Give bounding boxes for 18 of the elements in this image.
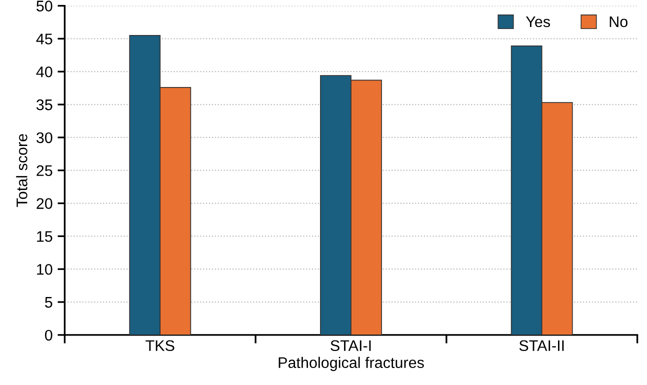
y-tick-label: 20 bbox=[36, 198, 52, 209]
y-tick-label: 45 bbox=[36, 34, 52, 44]
x-axis-title: Pathological fractures bbox=[278, 356, 424, 372]
y-tick-label: 35 bbox=[36, 99, 52, 110]
y-tick-label: 0 bbox=[44, 330, 52, 341]
y-tick-label: 40 bbox=[36, 66, 52, 78]
y-tick-label: 50 bbox=[36, 0, 52, 12]
legend-label: Yes bbox=[526, 16, 550, 28]
y-tick-label: 15 bbox=[37, 231, 52, 242]
y-tick-label: 10 bbox=[37, 264, 52, 275]
y-tick-label: 30 bbox=[36, 132, 52, 144]
x-tick-label: TKS bbox=[146, 340, 174, 352]
y-axis-title: Total score bbox=[16, 134, 28, 207]
x-tick-label: STAI-II bbox=[519, 340, 564, 352]
legend-label: No bbox=[610, 16, 628, 28]
x-tick-label: STAI-I bbox=[330, 340, 371, 352]
y-tick-label: 5 bbox=[45, 297, 52, 308]
y-tick-label: 25 bbox=[36, 165, 52, 176]
